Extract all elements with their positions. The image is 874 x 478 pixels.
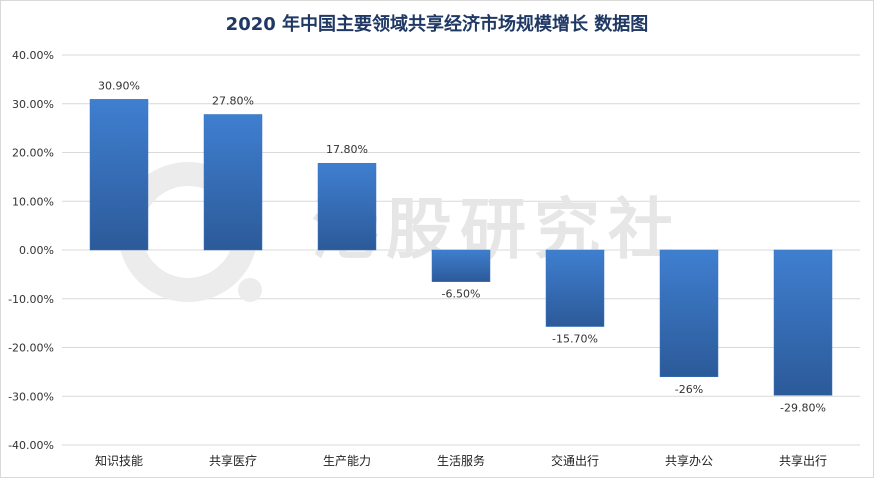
data-label: -6.50% <box>442 288 481 301</box>
x-category-label: 共享出行 <box>779 453 827 468</box>
data-labels: 30.90% 27.80% 17.80% -6.50% -15.70% -26% -29.8… <box>98 79 826 414</box>
y-tick-label: -20.00% <box>8 342 54 355</box>
x-category-label: 共享办公 <box>665 453 713 468</box>
y-tick-label: -30.00% <box>8 390 54 403</box>
watermark-logo-dot <box>238 278 262 302</box>
data-label: -26% <box>675 383 703 396</box>
y-tick-label: -40.00% <box>8 439 54 452</box>
y-tick-label: -10.00% <box>8 293 54 306</box>
x-category-label: 生活服务 <box>437 453 485 468</box>
data-label: 17.80% <box>326 143 368 156</box>
bars <box>89 99 833 396</box>
x-category-label: 生产能力 <box>323 454 371 468</box>
x-axis-categories: 知识技能 共享医疗 生产能力 生活服务 交通出行 共享办公 共享出行 <box>95 453 827 468</box>
data-label: -15.70% <box>552 333 598 346</box>
bar <box>89 99 149 251</box>
bar <box>659 249 719 377</box>
y-tick-label: 20.00% <box>12 147 54 160</box>
data-label: -29.80% <box>780 401 826 414</box>
y-tick-label: 0.00% <box>19 244 54 257</box>
data-label: 27.80% <box>212 94 254 107</box>
bar <box>773 249 833 396</box>
chart-title: 2020 年中国主要领域共享经济市场规模增长 数据图 <box>225 14 649 35</box>
x-category-label: 共享医疗 <box>209 453 257 468</box>
x-category-label: 知识技能 <box>95 454 143 468</box>
data-label: 30.90% <box>98 79 140 92</box>
bar <box>545 249 605 327</box>
y-tick-label: 40.00% <box>12 49 54 62</box>
x-category-label: 交通出行 <box>551 453 599 468</box>
y-tick-label: 30.00% <box>12 98 54 111</box>
bar <box>431 249 491 282</box>
y-axis-ticks: 40.00% 30.00% 20.00% 10.00% 0.00% -10.00% -20.… <box>8 49 54 452</box>
bar <box>203 114 263 251</box>
y-tick-label: 10.00% <box>12 195 54 208</box>
bar <box>317 162 377 251</box>
